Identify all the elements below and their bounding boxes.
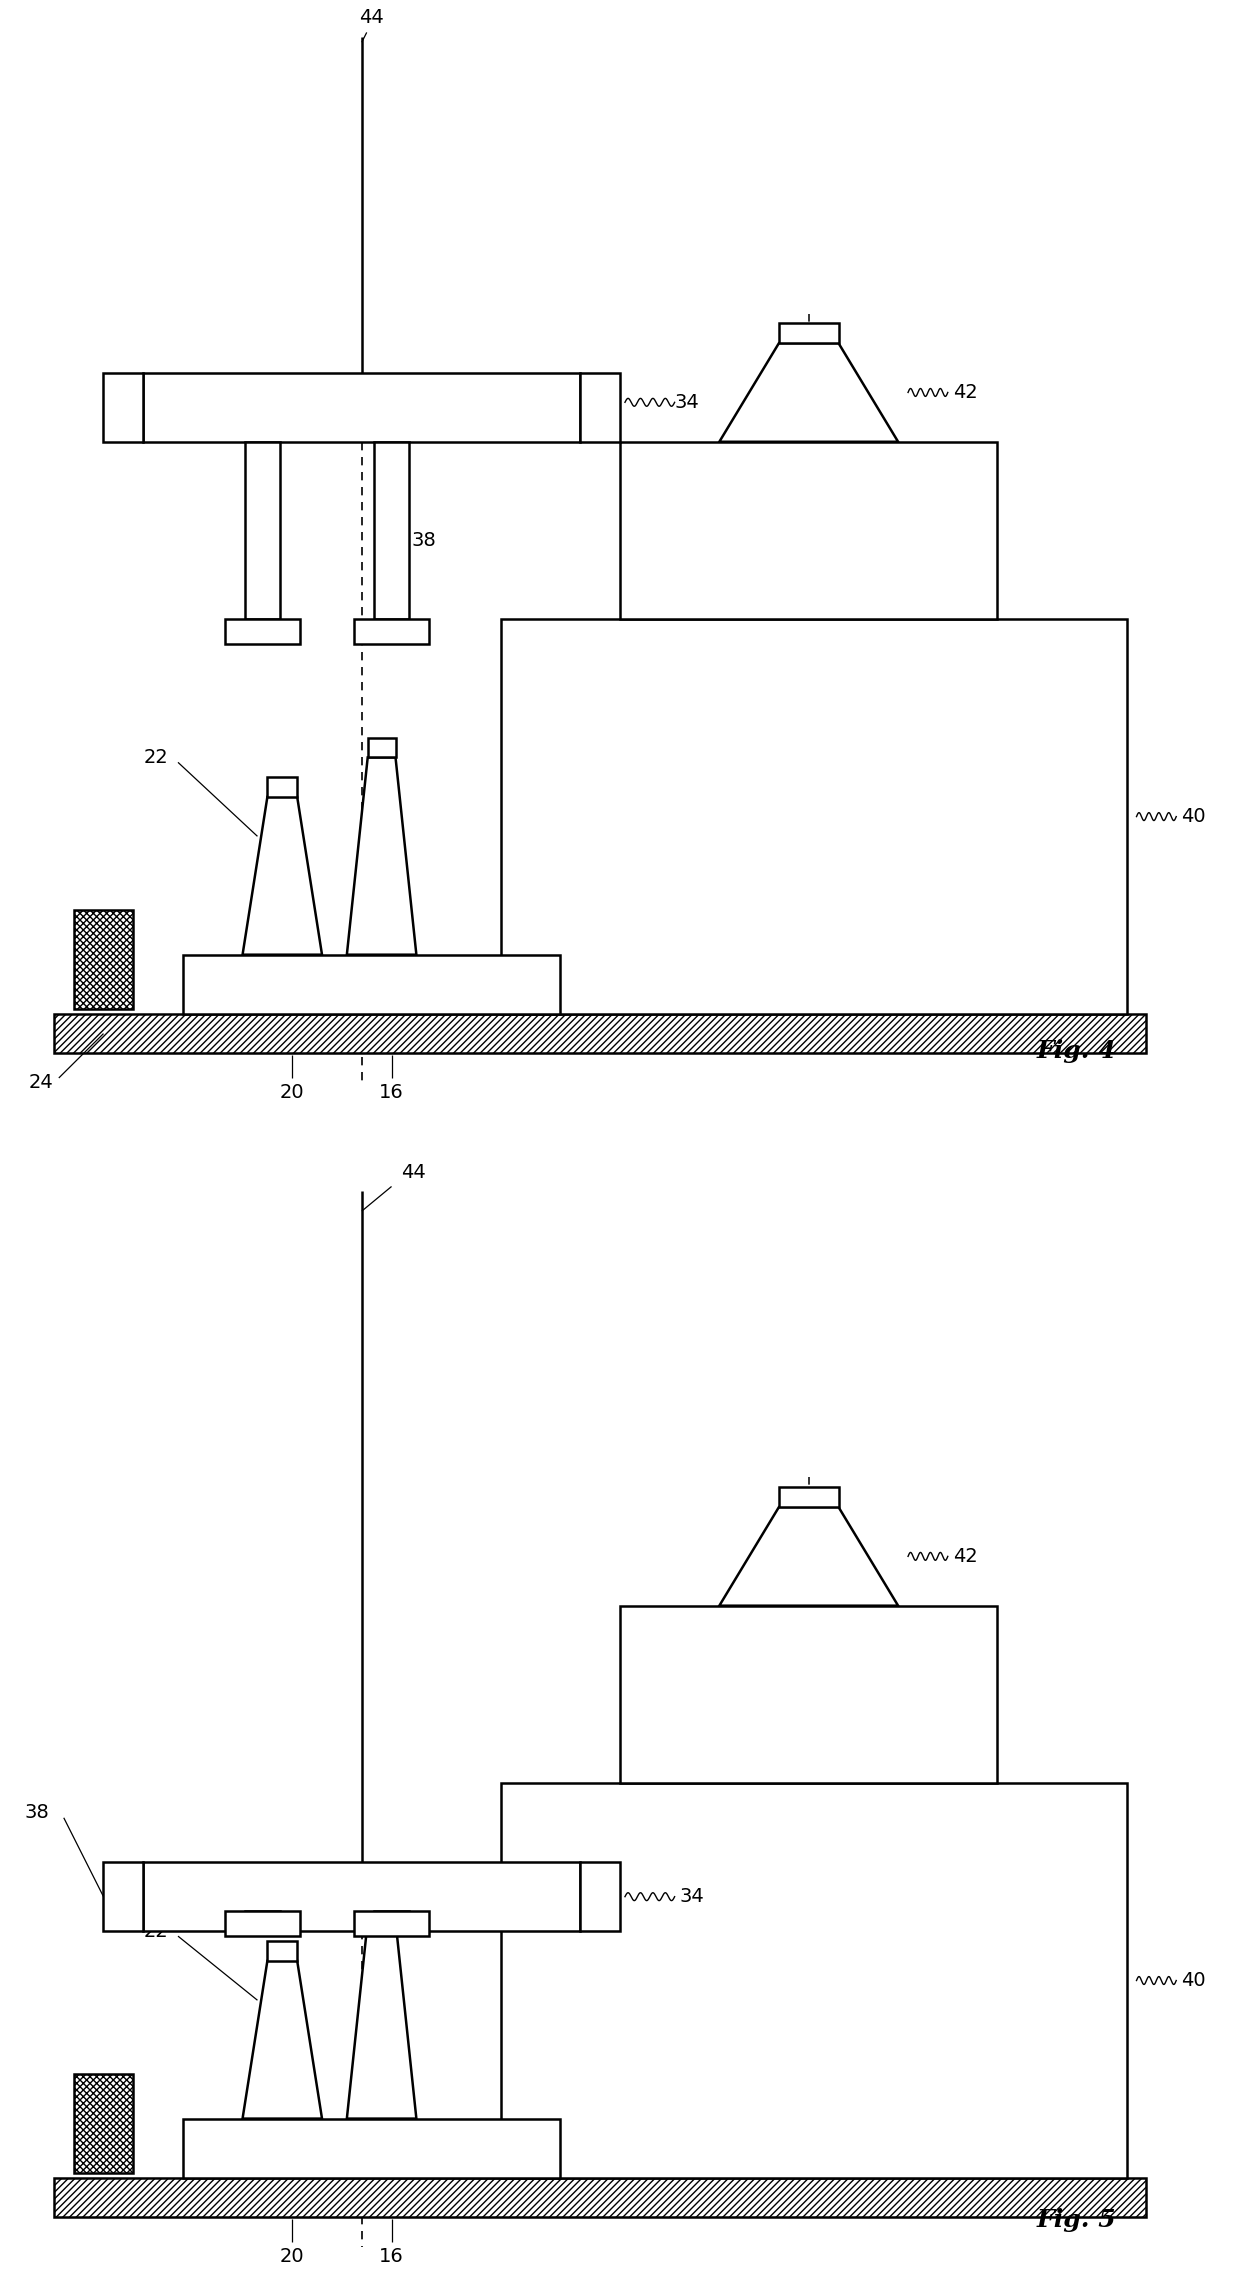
Bar — [103, 1861, 144, 1932]
Bar — [144, 1861, 580, 1932]
Bar — [73, 2075, 133, 2172]
Bar — [620, 443, 997, 620]
Text: 16: 16 — [379, 2247, 404, 2265]
Polygon shape — [719, 343, 898, 443]
Polygon shape — [243, 797, 322, 956]
Polygon shape — [347, 1920, 417, 2118]
Bar — [268, 776, 298, 797]
Bar — [580, 372, 620, 443]
Bar — [268, 1941, 298, 1961]
Bar — [620, 1605, 997, 1784]
Bar — [246, 1911, 280, 1932]
Polygon shape — [719, 1507, 898, 1605]
Polygon shape — [243, 1961, 322, 2118]
Bar — [779, 1487, 838, 1507]
Text: 42: 42 — [952, 384, 977, 402]
Bar — [246, 443, 280, 620]
Text: 20: 20 — [280, 1083, 305, 1101]
Text: 24: 24 — [29, 1074, 53, 1092]
Text: 22: 22 — [144, 747, 167, 767]
Text: 44: 44 — [402, 1162, 427, 1183]
Bar — [226, 1911, 300, 1936]
Text: 40: 40 — [1182, 808, 1205, 826]
Bar — [368, 1902, 396, 1920]
Bar — [501, 1784, 1127, 2177]
Bar — [103, 372, 144, 443]
Bar — [779, 322, 838, 343]
Bar — [184, 956, 560, 1015]
Text: 42: 42 — [952, 1546, 977, 1566]
Bar — [73, 910, 133, 1008]
Bar — [355, 620, 429, 645]
Text: 40: 40 — [1182, 1970, 1205, 1991]
Text: Fig. 5: Fig. 5 — [1037, 2209, 1117, 2231]
Bar — [184, 2118, 560, 2177]
Bar — [580, 1861, 620, 1932]
Bar — [53, 1015, 1147, 1053]
Bar — [374, 443, 409, 620]
Text: 34: 34 — [680, 1886, 704, 1907]
Text: 20: 20 — [280, 2247, 305, 2265]
Text: 16: 16 — [379, 1083, 404, 1101]
Text: 34: 34 — [675, 393, 699, 411]
Bar — [226, 620, 300, 645]
Polygon shape — [347, 758, 417, 956]
Bar — [374, 1911, 409, 1932]
Text: 38: 38 — [24, 1802, 48, 1823]
Text: Fig. 4: Fig. 4 — [1037, 1040, 1117, 1062]
Bar — [368, 738, 396, 758]
Bar — [501, 620, 1127, 1015]
Bar — [355, 1911, 429, 1936]
Text: 22: 22 — [144, 1923, 167, 1941]
Text: 44: 44 — [360, 9, 384, 27]
Bar — [144, 372, 580, 443]
Bar — [53, 2177, 1147, 2218]
Text: 38: 38 — [412, 531, 436, 549]
